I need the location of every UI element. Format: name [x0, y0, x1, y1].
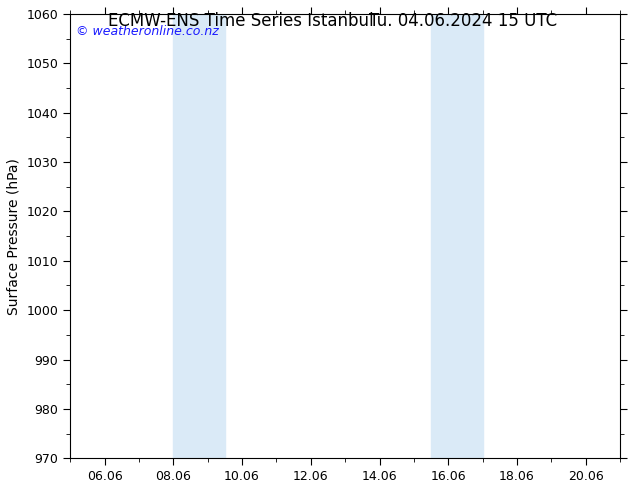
Text: Tu. 04.06.2024 15 UTC: Tu. 04.06.2024 15 UTC: [369, 12, 557, 30]
Y-axis label: Surface Pressure (hPa): Surface Pressure (hPa): [7, 158, 21, 315]
Bar: [431, 14, 482, 458]
Text: ECMW-ENS Time Series Istanbul: ECMW-ENS Time Series Istanbul: [108, 12, 373, 30]
Bar: [173, 14, 225, 458]
Text: © weatheronline.co.nz: © weatheronline.co.nz: [75, 25, 219, 38]
